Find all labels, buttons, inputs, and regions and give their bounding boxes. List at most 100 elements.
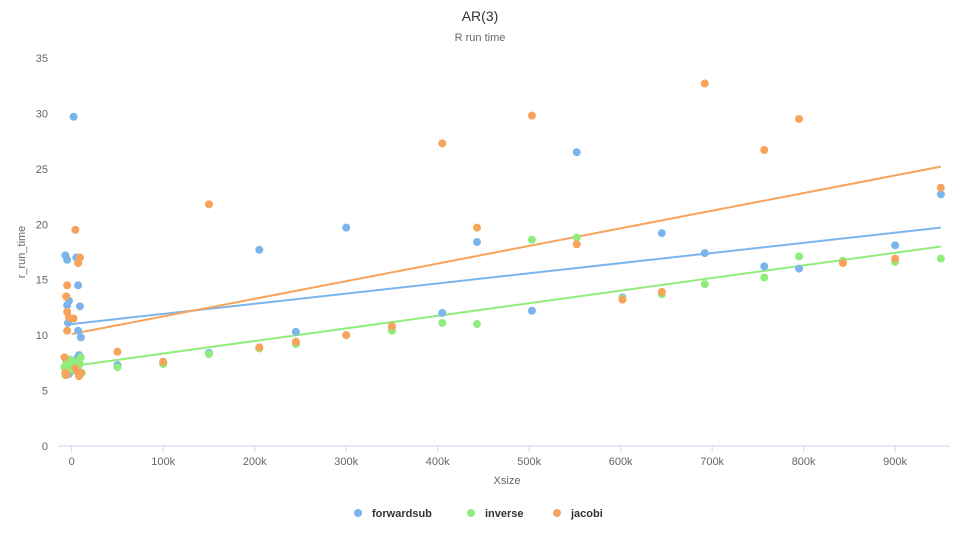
data-point-jacobi[interactable]	[473, 223, 482, 232]
data-point-jacobi[interactable]	[255, 343, 264, 352]
data-point-forwardsub[interactable]	[75, 302, 84, 311]
data-point-forwardsub[interactable]	[527, 306, 536, 315]
x-tick-label: 500k	[517, 456, 541, 468]
data-point-jacobi[interactable]	[527, 111, 536, 120]
y-tick-label: 0	[42, 441, 48, 453]
data-point-inverse[interactable]	[700, 280, 709, 289]
data-point-forwardsub[interactable]	[936, 190, 945, 199]
data-point-jacobi[interactable]	[62, 292, 71, 301]
data-point-jacobi[interactable]	[71, 225, 80, 234]
y-tick-label: 10	[36, 330, 48, 342]
data-point-jacobi[interactable]	[63, 281, 72, 290]
data-point-jacobi[interactable]	[291, 337, 300, 346]
data-point-inverse[interactable]	[438, 318, 447, 327]
data-point-jacobi[interactable]	[63, 326, 72, 335]
data-point-forwardsub[interactable]	[438, 308, 447, 317]
x-tick-label: 800k	[792, 456, 816, 468]
x-tick-label: 600k	[609, 456, 633, 468]
data-point-forwardsub[interactable]	[760, 262, 769, 271]
y-axis-ticks: 0 5 10 15 20 25 30 35	[36, 53, 48, 453]
data-point-forwardsub[interactable]	[63, 255, 72, 264]
data-point-inverse[interactable]	[760, 273, 769, 282]
y-axis-label: r_run_time	[16, 226, 28, 279]
data-point-inverse[interactable]	[204, 349, 213, 358]
trend-line-inverse	[71, 245, 941, 368]
legend-label: forwardsub	[372, 508, 432, 520]
data-point-jacobi[interactable]	[69, 314, 78, 323]
data-point-forwardsub[interactable]	[76, 333, 85, 342]
plot-area	[60, 79, 945, 381]
data-point-inverse[interactable]	[572, 233, 581, 242]
data-point-jacobi[interactable]	[159, 357, 168, 366]
data-point-jacobi[interactable]	[113, 347, 122, 356]
x-axis-label: Xsize	[494, 475, 521, 487]
x-tick-label: 700k	[700, 456, 724, 468]
y-tick-label: 20	[36, 219, 48, 231]
data-point-inverse[interactable]	[113, 363, 122, 372]
legend-marker	[354, 509, 362, 517]
series-forwardsub	[71, 226, 941, 326]
data-point-forwardsub[interactable]	[74, 281, 83, 290]
x-tick-label: 100k	[151, 456, 175, 468]
legend-item-jacobi[interactable]: jacobi	[553, 508, 603, 520]
data-point-jacobi[interactable]	[76, 368, 85, 377]
data-point-jacobi[interactable]	[342, 331, 351, 340]
data-point-jacobi[interactable]	[60, 353, 69, 362]
data-point-forwardsub[interactable]	[572, 148, 581, 157]
data-point-jacobi[interactable]	[75, 253, 84, 262]
data-point-forwardsub[interactable]	[291, 327, 300, 336]
data-point-forwardsub[interactable]	[891, 241, 900, 250]
x-tick-label: 200k	[243, 456, 267, 468]
data-point-forwardsub[interactable]	[795, 264, 804, 273]
trend-line-forwardsub	[71, 226, 941, 326]
data-point-jacobi[interactable]	[657, 287, 666, 296]
data-point-jacobi[interactable]	[891, 254, 900, 263]
x-tick-label: 0	[69, 456, 75, 468]
y-tick-label: 30	[36, 108, 48, 120]
legend-marker	[553, 509, 561, 517]
data-point-jacobi[interactable]	[572, 240, 581, 249]
data-point-inverse[interactable]	[936, 254, 945, 263]
points-forwardsub	[61, 112, 945, 378]
data-point-forwardsub[interactable]	[473, 238, 482, 247]
data-point-jacobi[interactable]	[760, 146, 769, 155]
data-point-forwardsub[interactable]	[700, 249, 709, 258]
legend-label: inverse	[485, 508, 524, 520]
data-point-inverse[interactable]	[795, 252, 804, 261]
trend-line-jacobi	[71, 165, 942, 336]
data-point-forwardsub[interactable]	[342, 223, 351, 232]
legend-item-forwardsub[interactable]: forwardsub	[354, 508, 432, 520]
points-jacobi	[60, 79, 945, 381]
x-tick-label: 900k	[883, 456, 907, 468]
data-point-forwardsub[interactable]	[69, 112, 78, 121]
legend: forwardsub inverse jacobi	[354, 508, 603, 520]
y-tick-label: 35	[36, 53, 48, 65]
data-point-jacobi[interactable]	[700, 79, 709, 88]
legend-label: jacobi	[570, 508, 603, 520]
data-point-forwardsub[interactable]	[657, 229, 666, 238]
data-point-jacobi[interactable]	[204, 200, 213, 209]
data-point-jacobi[interactable]	[936, 183, 945, 192]
data-point-inverse[interactable]	[473, 320, 482, 329]
series-inverse	[71, 245, 941, 368]
chart-title: AR(3)	[462, 8, 499, 24]
data-point-jacobi[interactable]	[795, 114, 804, 123]
data-point-jacobi[interactable]	[61, 368, 70, 377]
data-point-inverse[interactable]	[76, 353, 85, 362]
chart-subtitle: R run time	[455, 32, 506, 44]
x-tick-label: 400k	[426, 456, 450, 468]
y-tick-label: 5	[42, 386, 48, 398]
data-point-inverse[interactable]	[527, 235, 536, 244]
data-point-jacobi[interactable]	[618, 295, 627, 304]
legend-marker	[467, 509, 475, 517]
x-tick-label: 300k	[334, 456, 358, 468]
y-tick-label: 25	[36, 164, 48, 176]
data-point-jacobi[interactable]	[438, 139, 447, 148]
y-tick-label: 15	[36, 275, 48, 287]
legend-item-inverse[interactable]: inverse	[467, 508, 524, 520]
data-point-jacobi[interactable]	[387, 322, 396, 331]
data-point-forwardsub[interactable]	[255, 245, 264, 254]
data-point-jacobi[interactable]	[838, 259, 847, 268]
data-point-forwardsub[interactable]	[74, 326, 83, 335]
